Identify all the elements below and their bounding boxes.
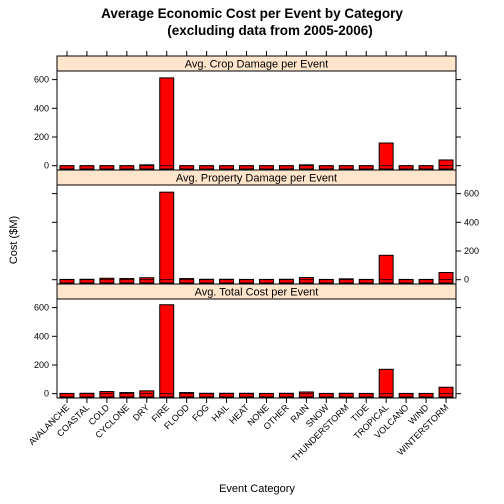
y-tick-label: 0	[44, 161, 49, 171]
bar-tropical	[378, 142, 394, 170]
y-axis-label: Cost ($M)	[8, 216, 20, 264]
bar-dry	[139, 277, 155, 284]
bar-fire	[159, 77, 175, 170]
bar-cyclone	[119, 278, 135, 284]
bar-fire	[159, 304, 175, 398]
bar-tropical	[378, 254, 394, 284]
panel-0: Avg. Total Cost per Event 0 200 400 600	[34, 283, 461, 399]
panels: Avg. Total Cost per Event0200400600Avg. …	[34, 51, 479, 399]
bar-fog	[199, 278, 215, 284]
bar-winterstorm	[438, 159, 454, 170]
bar-winterstorm	[438, 386, 454, 398]
bar-thunderstorm	[338, 278, 354, 284]
panel-2: Avg. Crop Damage per Event 0 200 400 600	[34, 51, 461, 171]
bar-tropical	[378, 368, 394, 398]
bar-cold	[99, 165, 115, 170]
bar-heat	[239, 165, 254, 170]
bar-flood	[179, 165, 195, 170]
bar-other	[278, 278, 294, 284]
chart-title-line2: (excluding data from 2005-2006)	[167, 23, 373, 38]
x-tick-label-fog: FOG	[190, 402, 211, 423]
y-tick-label: 200	[464, 246, 479, 256]
bar-winterstorm	[438, 272, 454, 284]
y-tick-label: 600	[34, 75, 49, 85]
x-axis-label: Event Category	[219, 483, 295, 495]
bar-snow	[318, 165, 334, 170]
bar-cyclone	[119, 165, 135, 170]
bar-dry	[139, 164, 155, 170]
bar-coastal	[79, 392, 95, 398]
y-tick-label: 600	[34, 303, 49, 313]
bar-heat	[239, 392, 254, 398]
y-tick-label: 400	[34, 103, 49, 113]
bar-avalanche	[59, 165, 75, 170]
bar-thunderstorm	[338, 392, 354, 398]
bar-hail	[219, 392, 235, 398]
panel-frame	[56, 70, 457, 171]
bar-cold	[99, 391, 115, 398]
panel-frame	[56, 298, 457, 399]
bar-none	[258, 165, 274, 170]
bar-other	[278, 165, 294, 170]
bar-coastal	[79, 165, 95, 170]
y-tick-label: 0	[464, 275, 469, 285]
bar-hail	[219, 278, 235, 284]
bar-cold	[99, 277, 115, 284]
bar-fire	[159, 191, 175, 284]
bar-rain	[298, 277, 314, 284]
bar-volcano	[398, 165, 414, 170]
bar-other	[278, 392, 294, 398]
bar-rain	[298, 164, 314, 170]
bar-fog	[199, 392, 215, 398]
bar-tide	[358, 165, 374, 170]
bar-flood	[179, 278, 195, 284]
y-tick-label: 200	[34, 132, 49, 142]
bar-fog	[199, 165, 215, 170]
bar-flood	[179, 392, 195, 398]
y-tick-label: 600	[464, 189, 479, 199]
y-tick-label: 200	[34, 360, 49, 370]
bar-coastal	[79, 278, 95, 284]
y-tick-label: 400	[464, 217, 479, 227]
bar-rain	[298, 391, 314, 398]
y-tick-label: 0	[44, 389, 49, 399]
bar-thunderstorm	[338, 165, 354, 170]
bar-cyclone	[119, 392, 135, 398]
panel-1: Avg. Property Damage per Event 0 200 400 600	[52, 169, 479, 285]
bar-hail	[219, 165, 235, 170]
y-tick-label: 400	[34, 331, 49, 341]
bar-wind	[418, 165, 434, 170]
panel-title: Avg. Total Cost per Event	[195, 287, 319, 299]
panel-title: Avg. Property Damage per Event	[176, 173, 337, 185]
panel-frame	[56, 184, 457, 285]
panel-title: Avg. Crop Damage per Event	[185, 59, 328, 71]
chart-title-line1: Average Economic Cost per Event by Categ…	[101, 6, 403, 21]
x-tick-label-dry: DRY	[131, 402, 151, 422]
